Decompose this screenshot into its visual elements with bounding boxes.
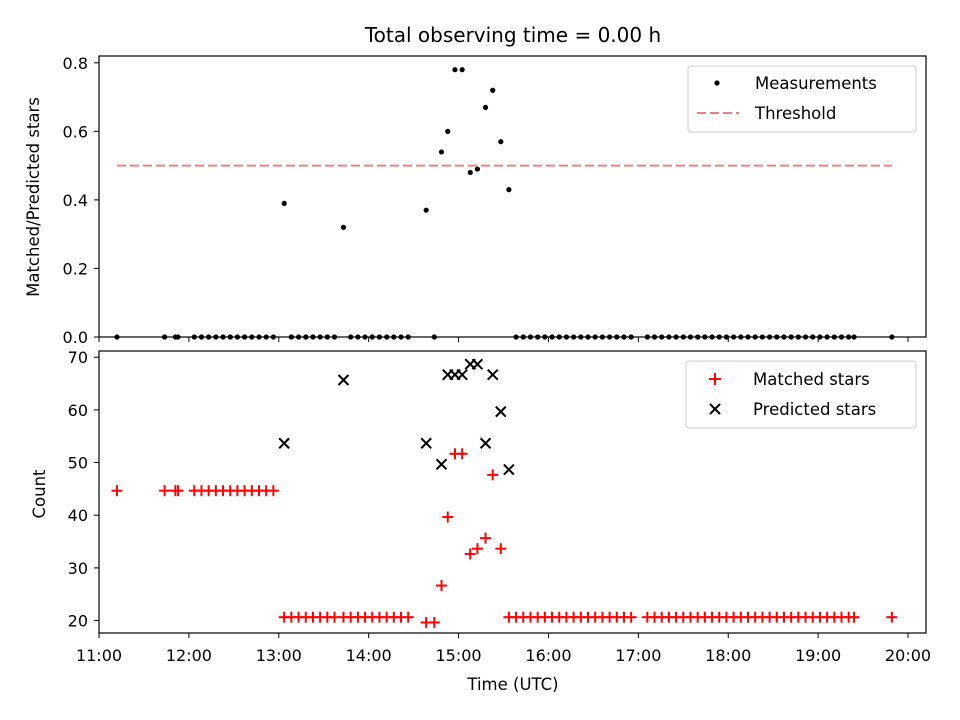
predicted-point <box>495 405 507 418</box>
top-y-tick-label: 0.2 <box>63 259 88 278</box>
matched-point <box>159 485 171 497</box>
legend-label-predicted: Predicted stars <box>753 400 876 419</box>
matched-point <box>267 485 279 497</box>
bottom-y-tick-label: 50 <box>68 454 88 473</box>
matched-point <box>111 485 123 497</box>
predicted-point <box>503 463 515 476</box>
top-x-axis <box>98 337 909 342</box>
bottom-plot-area <box>111 358 898 628</box>
predicted-point <box>479 437 492 449</box>
bottom-x-tick-label: 17:00 <box>615 646 661 665</box>
top-y-tick-label: 0.8 <box>63 54 88 73</box>
bottom-x-axis: 11:00 12:00 13:00 14:00 15:00 16:00 17:00 18:00… <box>76 633 931 665</box>
matched-point <box>625 611 637 623</box>
bottom-y-axis: 20 30 40 50 60 70 <box>68 348 99 631</box>
bottom-x-tick-label: 12:00 <box>166 646 212 665</box>
matched-point <box>886 611 898 623</box>
top-y-tick-label: 0.6 <box>63 122 88 141</box>
top-y-tick-label: 0.4 <box>63 191 88 210</box>
measurement-point <box>340 224 347 230</box>
measurement-point <box>490 87 496 93</box>
bottom-x-tick-label: 19:00 <box>795 646 841 665</box>
bottom-x-axis-label: Time (UTC) <box>466 675 558 694</box>
matched-point <box>402 611 414 623</box>
legend-label-measurements: Measurements <box>755 74 877 93</box>
measurement-point <box>482 104 489 111</box>
measurement-point <box>474 166 481 172</box>
bottom-x-tick-label: 20:00 <box>885 646 931 665</box>
matched-point <box>435 580 447 592</box>
legend-label-threshold: Threshold <box>754 104 836 123</box>
matched-point <box>442 511 454 523</box>
measurement-point <box>467 169 473 176</box>
measurement-point <box>498 139 504 145</box>
bottom-x-tick-label: 14:00 <box>346 646 392 665</box>
bottom-y-tick-label: 20 <box>68 612 88 631</box>
bottom-x-tick-label: 15:00 <box>436 646 482 665</box>
bottom-legend: Matched stars Predicted stars <box>685 360 917 429</box>
measurement-point <box>423 207 429 213</box>
measurement-point <box>438 149 445 155</box>
predicted-point <box>278 437 290 449</box>
matched-point <box>464 548 476 560</box>
top-y-axis: 0.0 0.2 0.4 0.6 0.8 <box>63 54 99 347</box>
bottom-y-tick-label: 70 <box>68 348 88 367</box>
bottom-y-tick-label: 30 <box>68 559 88 578</box>
legend-plus-marker <box>709 373 721 385</box>
legend-dot-marker <box>714 80 720 86</box>
measurement-point <box>459 67 465 73</box>
top-title: Total observing time = 0.00 h <box>364 23 661 47</box>
bottom-y-axis-label: Count <box>30 469 49 519</box>
legend-x-marker <box>709 403 721 415</box>
matched-point <box>456 448 468 460</box>
predicted-point <box>337 374 350 386</box>
predicted-point <box>435 458 448 471</box>
matched-point <box>471 543 483 555</box>
top-y-tick-label: 0.0 <box>63 328 88 347</box>
predicted-point <box>471 358 484 370</box>
top-axes-frame <box>98 55 927 338</box>
predicted-point <box>487 369 499 381</box>
matched-point <box>848 611 860 623</box>
top-legend: Measurements Threshold <box>687 65 917 133</box>
measurement-point <box>506 187 512 193</box>
bottom-x-tick-label: 13:00 <box>256 646 302 665</box>
legend-label-matched: Matched stars <box>753 370 870 389</box>
matched-point <box>487 469 499 481</box>
matched-point <box>480 532 492 544</box>
measurement-point <box>281 200 287 206</box>
measurement-point <box>452 67 458 73</box>
matched-point <box>172 485 184 497</box>
predicted-point <box>420 437 432 449</box>
matched-point <box>428 616 440 628</box>
bottom-axes-frame <box>98 350 927 634</box>
predicted-point <box>456 369 468 381</box>
measurement-point <box>445 128 451 134</box>
bottom-x-tick-label: 11:00 <box>76 646 122 665</box>
bottom-x-tick-label: 16:00 <box>525 646 571 665</box>
bottom-x-tick-label: 18:00 <box>705 646 751 665</box>
top-y-axis-label: Matched/Predicted stars <box>24 97 43 297</box>
bottom-y-tick-label: 60 <box>68 401 88 420</box>
bottom-y-tick-label: 40 <box>68 506 88 525</box>
matched-point <box>495 543 507 555</box>
